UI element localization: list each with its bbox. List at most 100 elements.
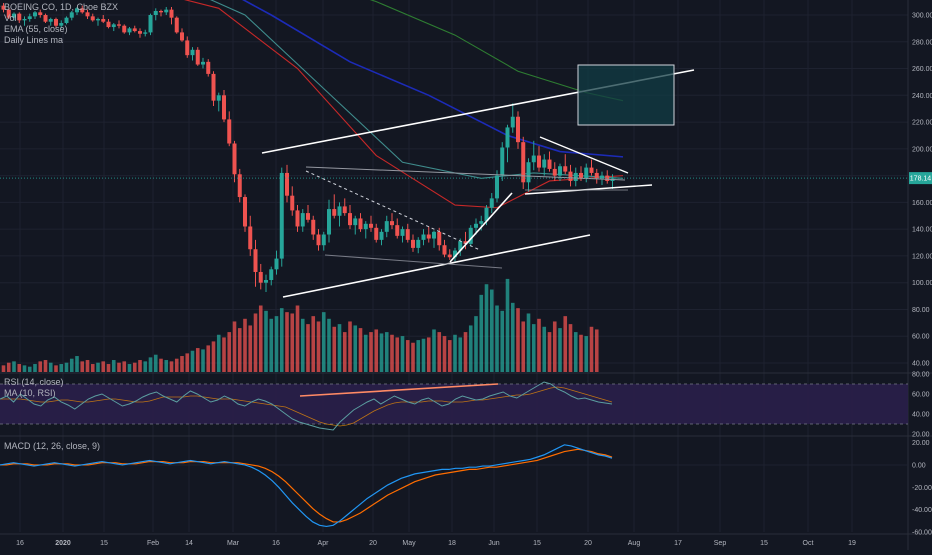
price-legend: BOEING CO, 1D, Cboe BZX Vol EMA (55, clo… — [4, 2, 118, 46]
volume-bar — [464, 332, 468, 372]
volume-bar — [364, 335, 368, 372]
date-tick-label: 16 — [272, 540, 280, 547]
volume-bar — [275, 316, 279, 372]
candle-body — [301, 213, 305, 226]
volume-bar — [185, 353, 189, 372]
candle-body — [269, 269, 273, 280]
volume-bar — [322, 312, 326, 372]
candle-body — [175, 18, 179, 33]
candle-body — [306, 213, 310, 220]
candle-body — [122, 26, 126, 33]
candle-body — [495, 176, 499, 199]
volume-bar — [7, 363, 11, 372]
candle-body — [143, 32, 147, 33]
date-tick-label: Mar — [227, 540, 240, 547]
target-box — [578, 65, 674, 125]
volume-bar — [75, 356, 79, 372]
price-axis-label: 120.00 — [912, 253, 932, 260]
date-tick-label: 18 — [448, 540, 456, 547]
volume-bar — [38, 361, 42, 372]
volume-bar — [112, 360, 116, 372]
candle-body — [527, 162, 531, 182]
daily-lines-label: Daily Lines ma — [4, 35, 118, 46]
volume-bar — [96, 363, 100, 372]
macd-axis-label: -60.00 — [912, 530, 932, 537]
volume-bar — [191, 351, 195, 372]
volume-bar — [385, 332, 389, 372]
volume-bar — [196, 348, 200, 372]
volume-bar — [175, 359, 179, 372]
volume-bar — [516, 308, 520, 372]
date-tick-label: 14 — [185, 540, 193, 547]
volume-bar — [590, 327, 594, 372]
volume-bar — [233, 321, 237, 372]
volume-bar — [280, 308, 284, 372]
candle-body — [395, 225, 399, 236]
candle-body — [343, 206, 347, 213]
candle-body — [411, 240, 415, 248]
price-axis-label: 80.00 — [912, 307, 930, 314]
candle-body — [217, 95, 221, 100]
volume-bar — [122, 361, 126, 372]
candle-body — [322, 235, 326, 246]
candle-body — [500, 148, 504, 176]
volume-bar — [107, 364, 111, 372]
volume-bar — [164, 360, 168, 372]
vol-label: Vol — [4, 13, 118, 24]
volume-bar — [369, 332, 373, 372]
candle-body — [191, 50, 195, 55]
volume-bar — [33, 364, 37, 372]
volume-bar — [448, 340, 452, 372]
rsi-legend: RSI (14, close) MA (10, RSI) — [4, 377, 64, 399]
candle-body — [385, 221, 389, 232]
candle-body — [311, 220, 315, 235]
date-tick-label: Apr — [318, 540, 330, 547]
candle-body — [248, 226, 252, 249]
volume-bar — [65, 363, 69, 372]
price-axis-label: 240.00 — [912, 93, 932, 100]
volume-bar — [217, 335, 221, 372]
candle-body — [584, 168, 588, 179]
candle-body — [285, 173, 289, 196]
candle-body — [185, 40, 189, 55]
price-axis-label: 140.00 — [912, 227, 932, 234]
price-axis-label: 280.00 — [912, 39, 932, 46]
volume-bar — [91, 364, 95, 372]
volume-bar — [595, 329, 599, 372]
candle-body — [569, 172, 573, 181]
candle-body — [138, 31, 142, 34]
volume-bar — [332, 327, 336, 372]
volume-bar — [212, 341, 216, 372]
volume-bar — [569, 324, 573, 372]
candle-body — [374, 228, 378, 240]
candle-body — [254, 249, 258, 272]
price-axis-label: 220.00 — [912, 120, 932, 127]
candle-body — [280, 173, 284, 259]
volume-bar — [154, 355, 158, 372]
macd-axis-label: 20.00 — [912, 440, 930, 447]
candle-body — [206, 62, 210, 74]
volume-bar — [390, 335, 394, 372]
candle-body — [201, 62, 205, 65]
macd-axis-label: -20.00 — [912, 485, 932, 492]
volume-bar — [532, 324, 536, 372]
candle-body — [542, 160, 546, 168]
candle-body — [149, 15, 153, 32]
candle-body — [212, 74, 216, 101]
last-price-label: 178.14 — [910, 176, 932, 183]
candle-body — [416, 240, 420, 248]
candle-body — [390, 221, 394, 225]
candle-body — [296, 210, 300, 226]
volume-bar — [254, 313, 258, 372]
price-axis-label: 40.00 — [912, 361, 930, 368]
rsi-axis-label: 60.00 — [912, 392, 930, 399]
volume-bar — [416, 340, 420, 372]
candle-body — [227, 119, 231, 143]
volume-bar — [59, 364, 63, 372]
candle-body — [364, 224, 368, 229]
candle-body — [406, 229, 410, 240]
volume-bar — [506, 279, 510, 372]
candle-body — [338, 206, 342, 215]
